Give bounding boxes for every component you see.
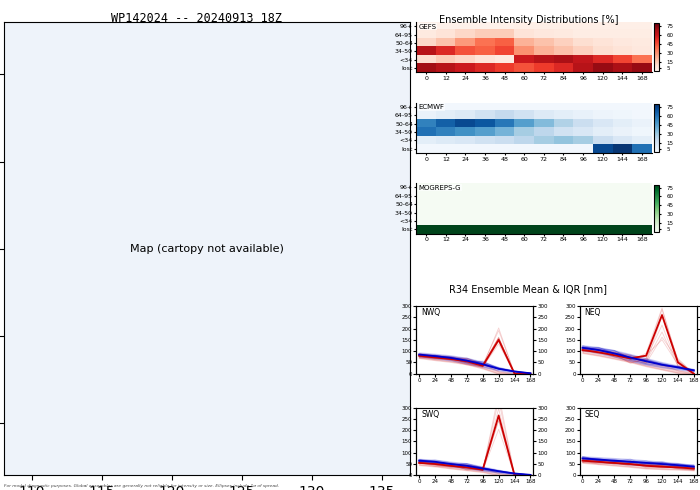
Text: GEFS: GEFS [419, 24, 437, 29]
Text: Map (cartopy not available): Map (cartopy not available) [130, 244, 284, 254]
Text: Ensemble Intensity Distributions [%]: Ensemble Intensity Distributions [%] [439, 15, 618, 24]
Text: NWQ: NWQ [421, 308, 440, 317]
Text: For model diagnostic purposes. Global ensembles are generally not reliable for i: For model diagnostic purposes. Global en… [4, 484, 279, 488]
Text: ECMWF: ECMWF [419, 104, 444, 110]
Text: R34 Ensemble Mean & IQR [nm]: R34 Ensemble Mean & IQR [nm] [449, 284, 608, 294]
Text: WP142024 -- 20240913 18Z: WP142024 -- 20240913 18Z [111, 12, 281, 25]
Text: SEQ: SEQ [584, 410, 600, 418]
Text: MOGREPS-G: MOGREPS-G [419, 185, 461, 191]
Text: SWQ: SWQ [421, 410, 439, 418]
Text: NEQ: NEQ [584, 308, 601, 317]
